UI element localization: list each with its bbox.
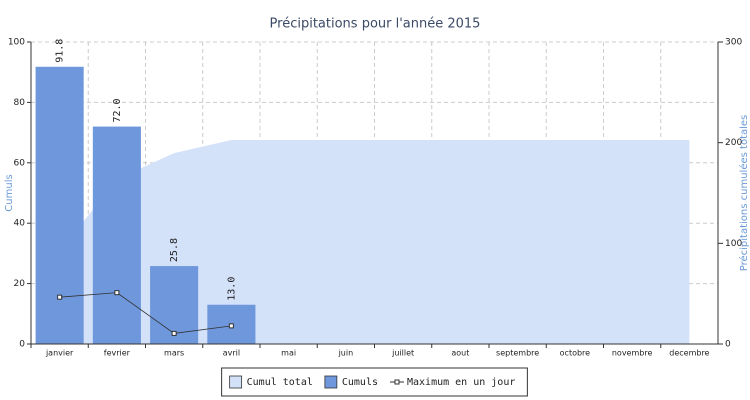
x-tick-label: septembre	[496, 349, 539, 358]
x-tick-label: fevrier	[104, 349, 131, 358]
x-tick-label: octobre	[560, 349, 591, 358]
y2-tick-label: 200	[725, 138, 742, 148]
x-tick-label: janvier	[45, 349, 74, 358]
x-tick-label: mars	[164, 349, 184, 358]
bar	[35, 66, 84, 344]
y-tick-label: 100	[8, 38, 25, 48]
legend-item: Cumuls	[324, 375, 378, 389]
legend: Cumul total Cumuls Maximum en un jour	[221, 367, 528, 397]
y-axis-label: Cumuls	[4, 174, 15, 211]
y2-tick-label: 300	[725, 38, 742, 48]
x-tick-label: avril	[223, 349, 240, 358]
value-label: 13.0	[226, 277, 237, 301]
y-tick-label: 40	[14, 219, 26, 229]
line-marker	[228, 323, 234, 329]
line	[59, 292, 232, 334]
y-tick-label: 80	[14, 98, 26, 108]
line-marker	[57, 294, 63, 300]
x-tick-label: mai	[281, 349, 296, 358]
legend-box	[221, 367, 528, 397]
legend-marker	[394, 379, 400, 385]
legend-item: Cumul total	[229, 375, 313, 389]
y2-axis-label: Précipitations cumulées totales	[738, 115, 750, 272]
legend-swatch	[324, 375, 338, 389]
y2-tick-label: 0	[725, 340, 731, 350]
x-tick-label: juillet	[391, 349, 414, 358]
line-marker	[114, 290, 120, 296]
area	[59, 140, 690, 344]
legend-label: Cumul total	[247, 377, 313, 388]
value-label: 91.8	[55, 39, 66, 63]
bar	[92, 126, 141, 344]
value-label: 25.8	[169, 238, 180, 262]
chart-title: Précipitations pour l'année 2015	[270, 17, 481, 32]
x-tick-label: decembre	[669, 349, 709, 358]
y2-tick-label: 100	[725, 239, 742, 249]
x-tick-label: novembre	[612, 349, 653, 358]
y-tick-label: 0	[19, 340, 25, 350]
x-tick-label: juin	[338, 349, 354, 358]
legend-swatch	[229, 375, 243, 389]
legend-label: Maximum en un jour	[407, 377, 515, 388]
legend-item: Maximum en un jour	[389, 377, 515, 388]
legend-label: Cumuls	[342, 377, 378, 388]
x-tick-label: aout	[451, 349, 469, 358]
y-tick-label: 60	[14, 158, 26, 168]
line-marker	[171, 330, 177, 336]
y-tick-label: 20	[14, 279, 26, 289]
value-label: 72.0	[112, 98, 123, 122]
